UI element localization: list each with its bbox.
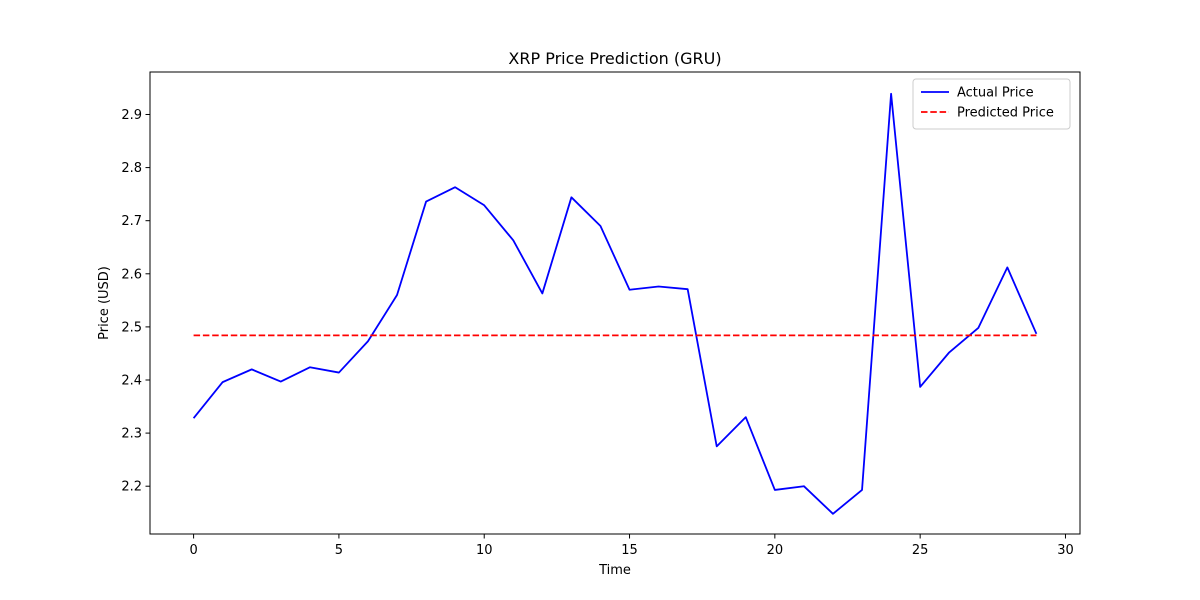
x-tick-label: 10 [476, 543, 493, 558]
y-tick-label: 2.7 [121, 214, 142, 229]
x-axis-label: Time [598, 563, 631, 578]
legend-label: Predicted Price [957, 106, 1054, 121]
series-layer [192, 92, 1038, 515]
y-tick-label: 2.3 [121, 427, 142, 442]
x-tick-label: 25 [912, 543, 929, 558]
legend-box [912, 78, 1071, 130]
y-tick-label: 2.4 [121, 374, 142, 389]
plot-frame [149, 71, 1081, 535]
legend-label: Actual Price [957, 86, 1034, 101]
x-tick-label: 20 [767, 543, 784, 558]
legend: Actual Price Predicted Price [912, 78, 1071, 130]
x-tick-label: 5 [335, 543, 343, 558]
y-tick-label: 2.9 [121, 108, 142, 123]
y-axis-label: Price (USD) [97, 266, 112, 340]
chart-title: XRP Price Prediction (GRU) [508, 49, 721, 68]
x-tick-label: 0 [189, 543, 197, 558]
y-tick-label: 2.2 [121, 480, 142, 495]
x-tick-label: 15 [621, 543, 638, 558]
actual-price-line [192, 92, 1038, 515]
x-tick-label: 30 [1057, 543, 1074, 558]
x-ticks: 0 5 10 15 20 25 30 [189, 534, 1074, 558]
y-tick-label: 2.8 [121, 161, 142, 176]
y-tick-label: 2.5 [121, 320, 142, 335]
y-ticks: 2.2 2.3 2.4 2.5 2.6 2.7 2.8 2.9 [121, 108, 150, 495]
y-tick-label: 2.6 [121, 267, 142, 282]
